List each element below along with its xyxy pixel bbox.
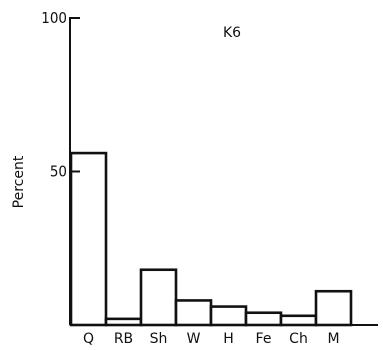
bar-ch [279,314,318,327]
y-axis-label: Percent [11,155,27,208]
bar-fe [244,311,283,327]
x-tick-label-m: M [327,331,339,347]
x-tick-label-ch: Ch [289,331,308,347]
bar-m [314,289,353,327]
bar-q [69,151,108,327]
x-tick-label-sh: Sh [150,331,168,347]
y-ticks: 50 100 [41,9,80,181]
bar-w [174,299,213,327]
bar-h [209,305,248,327]
x-tick-label-w: W [187,331,201,347]
x-tick-label-q: Q [83,331,94,347]
x-tick-labels: Q RB Sh W H Fe Ch M [83,331,340,347]
y-tick-label-50: 50 [50,163,67,181]
x-tick-label-h: H [223,331,234,347]
axes [69,17,378,326]
x-tick-label-rb: RB [114,331,133,347]
bars [69,151,353,327]
y-tick-label-100: 100 [41,9,67,27]
bar-sh [139,268,178,327]
x-tick-label-fe: Fe [256,331,272,347]
chart-title: K6 [223,25,241,41]
